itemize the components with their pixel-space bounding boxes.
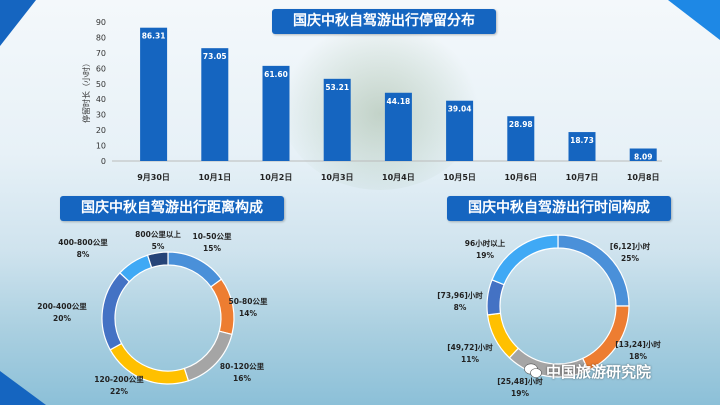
distance-slice-2 xyxy=(183,330,233,382)
time-slice-percent: 25% xyxy=(621,254,639,263)
time-chart-title: 国庆中秋自驾游出行时间构成 xyxy=(447,196,671,221)
time-slice-name: [6,12]小时 xyxy=(610,241,651,251)
bar-4 xyxy=(384,92,412,161)
time-slice-percent: 19% xyxy=(476,251,494,260)
bar-chart-title: 国庆中秋自驾游出行停留分布 xyxy=(272,9,496,34)
x-tick-label: 10月6日 xyxy=(504,173,537,182)
x-tick-label: 10月2日 xyxy=(260,173,293,182)
corner-decoration-bottom-left xyxy=(0,371,46,405)
distance-slice-5 xyxy=(119,254,153,283)
bar-0 xyxy=(140,27,168,161)
distance-slice-name: 400-800公里 xyxy=(58,238,108,247)
distance-slice-name: 200-400公里 xyxy=(37,302,87,311)
x-tick-label: 10月4日 xyxy=(382,173,415,182)
bar-7 xyxy=(568,132,596,161)
distance-slice-name: 50-80公里 xyxy=(229,297,268,306)
wechat-icon xyxy=(524,363,542,378)
bar-value-label: 44.18 xyxy=(387,97,411,106)
bar-value-label: 18.73 xyxy=(570,136,594,145)
y-axis-label: 停留时长（小时） xyxy=(81,59,91,123)
x-tick-label: 9月30日 xyxy=(137,173,170,182)
distance-slice-percent: 15% xyxy=(203,244,221,253)
bar-value-label: 61.60 xyxy=(264,70,288,79)
y-tick-label: 50 xyxy=(96,80,106,89)
distance-slice-0 xyxy=(167,251,223,288)
time-slice-5 xyxy=(491,234,559,286)
distance-slice-percent: 8% xyxy=(77,250,90,259)
y-tick-label: 70 xyxy=(96,49,106,58)
distance-slice-percent: 5% xyxy=(152,242,165,251)
distance-slice-name: 800公里以上 xyxy=(135,229,181,239)
bar-6 xyxy=(507,116,535,161)
bar-3 xyxy=(323,78,351,161)
distance-slice-percent: 16% xyxy=(233,374,251,383)
distance-slice-name: 10-50公里 xyxy=(193,232,232,241)
time-slice-percent: 18% xyxy=(629,352,647,361)
bar-5 xyxy=(446,100,474,161)
bar-value-label: 8.09 xyxy=(634,153,653,162)
bar-8 xyxy=(629,148,657,161)
bar-1 xyxy=(201,48,229,162)
corner-decoration-top-right xyxy=(668,0,720,40)
distance-slice-4 xyxy=(101,271,131,351)
watermark-text: 中国旅游研究院 xyxy=(546,363,652,381)
bar-2 xyxy=(262,65,290,161)
time-slice-percent: 11% xyxy=(461,355,479,364)
time-slice-percent: 19% xyxy=(511,389,529,398)
y-tick-label: 90 xyxy=(96,18,106,27)
bar-value-label: 53.21 xyxy=(325,83,349,92)
bar-value-label: 28.98 xyxy=(509,120,533,129)
bar-value-label: 39.04 xyxy=(448,105,472,114)
bar-value-label: 86.31 xyxy=(142,32,166,41)
y-tick-label: 40 xyxy=(96,95,106,104)
time-slice-name: [13,24]小时 xyxy=(615,339,661,349)
time-slice-name: [25,48]小时 xyxy=(497,376,543,386)
x-tick-label: 10月7日 xyxy=(566,173,599,182)
bar-value-label: 73.05 xyxy=(203,52,227,61)
x-tick-label: 10月3日 xyxy=(321,173,354,182)
y-tick-label: 60 xyxy=(96,64,106,73)
distance-slice-percent: 14% xyxy=(239,309,257,318)
time-slice-name: 96小时以上 xyxy=(465,238,506,248)
time-slice-4 xyxy=(486,279,505,316)
y-tick-label: 0 xyxy=(101,157,106,166)
time-slice-name: [49,72]小时 xyxy=(447,342,493,352)
y-tick-label: 10 xyxy=(96,142,106,151)
y-tick-label: 80 xyxy=(96,33,106,42)
distance-chart-title: 国庆中秋自驾游出行距离构成 xyxy=(60,196,284,221)
y-tick-label: 30 xyxy=(96,111,106,120)
x-tick-label: 10月5日 xyxy=(443,173,476,182)
distance-slice-6 xyxy=(146,251,169,269)
distance-slice-percent: 20% xyxy=(53,314,71,323)
distance-slice-name: 80-120公里 xyxy=(220,362,265,371)
x-tick-label: 10月8日 xyxy=(627,173,660,182)
x-tick-label: 10月1日 xyxy=(198,173,231,182)
distance-slice-percent: 22% xyxy=(110,387,128,396)
time-slice-percent: 8% xyxy=(454,303,467,312)
distance-slice-1 xyxy=(210,278,235,336)
corner-decoration-top-left xyxy=(0,0,36,46)
distance-slice-name: 120-200公里 xyxy=(94,375,144,384)
time-slice-name: [73,96]小时 xyxy=(437,290,483,300)
y-tick-label: 20 xyxy=(96,126,106,135)
